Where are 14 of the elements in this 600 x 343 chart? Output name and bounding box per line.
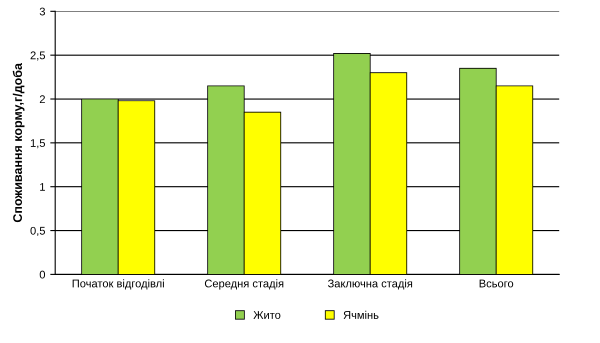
y-tick-label: 0,5	[30, 226, 46, 236]
y-tick-label: 3	[40, 8, 45, 16]
x-tick-label: Заключна стадія	[328, 279, 412, 290]
y-tick-label: 0	[40, 270, 46, 279]
y-tick-label: 1	[40, 183, 45, 191]
x-tick-label: Всього	[480, 280, 514, 288]
x-tick-label: Початок відгодівлі	[72, 279, 164, 290]
y-axis-title: Споживання корму,г/доба	[12, 62, 24, 222]
y-tick-label: 2,5	[30, 51, 46, 61]
y-tick-label: 1,5	[30, 139, 46, 148]
y-tick-label: 2	[40, 95, 45, 104]
legend-label: Ячмінь	[344, 310, 378, 319]
x-tick-label: Середня стадія	[204, 279, 284, 290]
legend-label: Жито	[253, 311, 280, 319]
